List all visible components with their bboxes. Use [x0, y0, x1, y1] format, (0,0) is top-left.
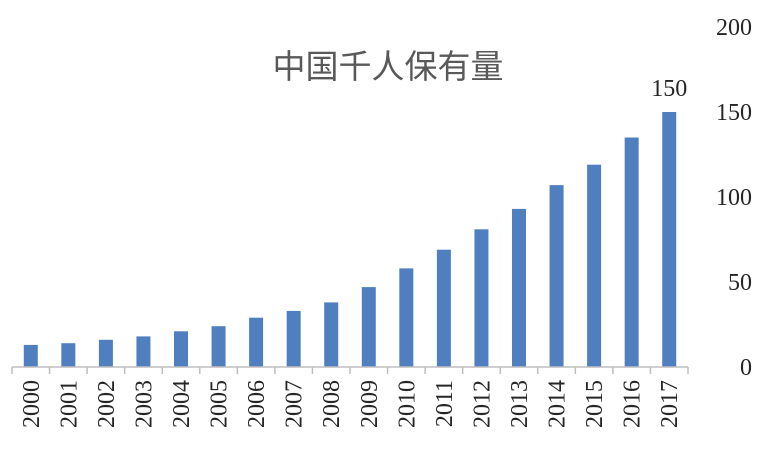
bar-2014 [549, 185, 564, 367]
y-tick-label-50: 50 [728, 270, 752, 296]
y-tick-label-0: 0 [740, 355, 752, 381]
bar-2002 [98, 339, 113, 367]
y-tick-label-100: 100 [716, 185, 752, 211]
bar-2003 [136, 336, 151, 367]
bar-2009 [361, 287, 376, 367]
x-tick-label-2003: 2003 [131, 380, 157, 428]
bar-2010 [399, 268, 414, 367]
bar-2008 [324, 302, 339, 367]
x-tick-label-2000: 2000 [19, 380, 45, 428]
bar-2015 [587, 164, 602, 367]
x-tick-label-2014: 2014 [545, 380, 571, 428]
bar-2004 [174, 331, 188, 367]
bar-2012 [474, 229, 489, 367]
x-tick-label-2015: 2015 [582, 380, 608, 428]
y-axis: 0 50 100 150 200 [716, 15, 752, 381]
bar-2000 [23, 344, 38, 367]
bar-2016 [624, 137, 639, 367]
bar-2001 [61, 343, 76, 367]
x-tick-label-2001: 2001 [56, 380, 82, 428]
x-tick-label-2007: 2007 [282, 380, 308, 428]
chart-title: 中国千人保有量 [273, 47, 504, 86]
x-tick-label-2013: 2013 [507, 380, 533, 428]
bar-2005 [211, 326, 226, 367]
x-tick-label-2010: 2010 [394, 380, 420, 428]
x-tick-label-2008: 2008 [319, 380, 345, 428]
y-tick-label-200: 200 [716, 15, 752, 41]
data-label-2017: 150 [651, 76, 687, 102]
x-tick-label-2005: 2005 [207, 380, 233, 428]
bar-2017 [662, 112, 677, 367]
y-tick-label-150: 150 [716, 100, 752, 126]
bar-2013 [512, 208, 526, 367]
x-tick-label-2009: 2009 [357, 380, 383, 428]
x-tick-label-2004: 2004 [169, 380, 195, 428]
data-labels-group: 150 [651, 76, 687, 102]
x-tick-label-2016: 2016 [620, 380, 646, 428]
bar-2007 [286, 310, 301, 367]
bars-group [23, 112, 677, 367]
x-tick-label-2011: 2011 [432, 380, 458, 427]
x-tick-label-2002: 2002 [94, 380, 120, 428]
bar-2011 [436, 249, 451, 367]
x-tick-label-2012: 2012 [469, 380, 495, 428]
bar-2006 [249, 317, 264, 367]
x-axis: 2000 2001 2002 2003 2004 2005 2006 2007 2008 2009… [11, 366, 689, 428]
x-tick-label-2006: 2006 [244, 380, 270, 428]
x-tick-label-2017: 2017 [657, 380, 683, 428]
